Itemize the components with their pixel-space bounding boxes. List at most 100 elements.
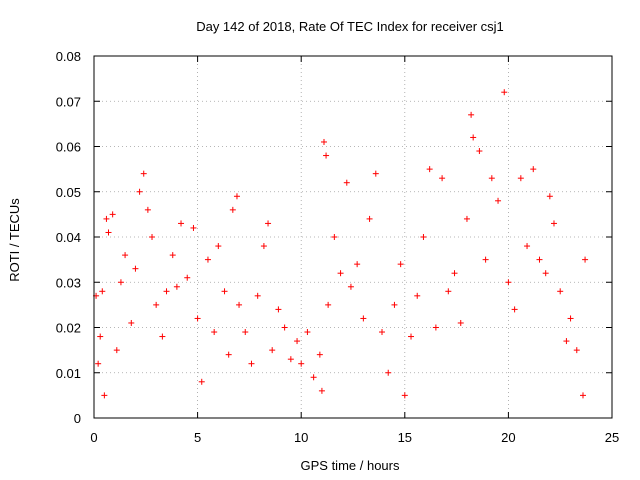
- data-point: [320, 138, 327, 145]
- data-point: [254, 292, 261, 299]
- x-tick-labels: 0 5 10 15 20 25: [90, 430, 619, 445]
- data-point: [109, 211, 116, 218]
- y-tick-labels: 0 0.01 0.02 0.03 0.04 0.05 0.06 0.07 0.08: [56, 49, 81, 426]
- data-point: [128, 319, 135, 326]
- data-point: [304, 329, 311, 336]
- data-point: [579, 392, 586, 399]
- data-point: [298, 360, 305, 367]
- data-point: [354, 261, 361, 268]
- data-point: [190, 224, 197, 231]
- data-point: [97, 333, 104, 340]
- data-point: [101, 392, 108, 399]
- data-point: [524, 243, 531, 250]
- chart-title: Day 142 of 2018, Rate Of TEC Index for r…: [196, 19, 504, 34]
- data-point: [113, 347, 120, 354]
- x-tick-label: 0: [90, 430, 97, 445]
- data-point: [546, 193, 553, 200]
- data-point: [242, 329, 249, 336]
- data-point: [149, 234, 156, 240]
- data-point: [563, 338, 570, 345]
- data-point: [347, 283, 354, 290]
- data-point: [318, 387, 325, 394]
- data-point: [122, 252, 129, 259]
- data-point: [451, 270, 458, 277]
- data-point: [457, 319, 464, 326]
- data-point: [310, 374, 317, 381]
- data-point: [153, 301, 160, 308]
- data-point: [260, 243, 267, 250]
- data-point: [372, 170, 379, 177]
- x-tick-label: 5: [194, 430, 201, 445]
- data-points: [93, 89, 589, 399]
- grid-lines: [94, 56, 612, 418]
- data-point: [432, 324, 439, 331]
- y-tick-label: 0.03: [56, 275, 81, 290]
- data-point: [391, 301, 398, 308]
- data-point: [476, 148, 483, 155]
- data-point: [550, 220, 557, 227]
- data-point: [536, 256, 543, 263]
- data-point: [163, 288, 170, 295]
- data-point: [316, 351, 323, 358]
- data-point: [557, 288, 564, 295]
- data-point: [360, 315, 367, 322]
- data-point: [275, 306, 282, 313]
- y-tick-label: 0.04: [56, 230, 81, 245]
- data-point: [287, 356, 294, 363]
- data-point: [343, 179, 350, 186]
- data-point: [178, 220, 185, 227]
- data-point: [173, 283, 180, 290]
- data-point: [511, 306, 518, 313]
- data-point: [265, 220, 272, 227]
- data-point: [420, 234, 427, 240]
- data-point: [426, 166, 433, 173]
- data-point: [439, 175, 446, 182]
- data-point: [99, 288, 106, 295]
- data-point: [221, 288, 228, 295]
- data-point: [281, 324, 288, 331]
- data-point: [401, 392, 408, 399]
- data-point: [144, 206, 151, 213]
- x-tick-label: 25: [605, 430, 619, 445]
- y-tick-label: 0.02: [56, 321, 81, 336]
- data-point: [184, 274, 191, 281]
- data-point: [225, 351, 232, 358]
- x-axis-label: GPS time / hours: [301, 458, 400, 473]
- data-point: [385, 369, 392, 376]
- data-point: [269, 347, 276, 354]
- data-point: [159, 333, 166, 340]
- data-point: [495, 197, 502, 204]
- data-point: [397, 261, 404, 268]
- y-tick-label: 0.01: [56, 366, 81, 381]
- data-point: [463, 215, 470, 222]
- data-point: [445, 288, 452, 295]
- data-point: [103, 215, 110, 222]
- x-tick-label: 10: [294, 430, 308, 445]
- data-point: [482, 256, 489, 263]
- data-point: [95, 360, 102, 367]
- data-point: [229, 206, 236, 213]
- data-point: [542, 270, 549, 277]
- data-point: [294, 338, 301, 345]
- data-point: [105, 229, 112, 236]
- data-point: [204, 256, 211, 263]
- data-point: [248, 360, 255, 367]
- y-axis-label: ROTI / TECUs: [7, 198, 22, 282]
- data-point: [488, 175, 495, 182]
- data-point: [132, 265, 139, 272]
- data-point: [211, 329, 218, 336]
- data-point: [573, 347, 580, 354]
- y-tick-label: 0.05: [56, 185, 81, 200]
- data-point: [331, 234, 338, 240]
- data-point: [567, 315, 574, 322]
- y-tick-label: 0.06: [56, 140, 81, 155]
- data-point: [414, 292, 421, 299]
- data-point: [323, 152, 330, 159]
- data-point: [337, 270, 344, 277]
- data-point: [198, 378, 205, 385]
- data-point: [379, 329, 386, 336]
- data-point: [215, 243, 222, 250]
- data-point: [408, 333, 415, 340]
- data-point: [501, 89, 508, 96]
